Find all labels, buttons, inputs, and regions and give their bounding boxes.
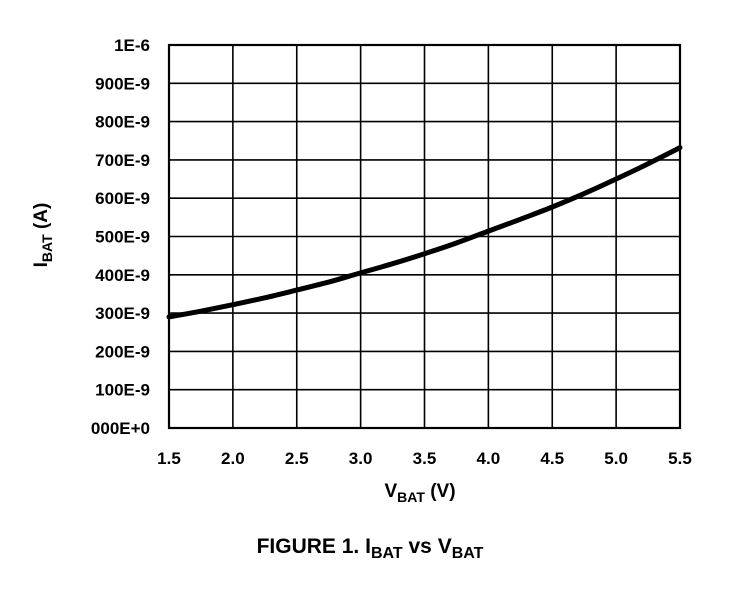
x-tick-label: 3.5 bbox=[413, 449, 437, 468]
y-tick-label: 200E-9 bbox=[95, 342, 150, 361]
x-tick-label: 2.0 bbox=[221, 449, 245, 468]
y-tick-label: 900E-9 bbox=[95, 74, 150, 93]
y-tick-label: 1E-6 bbox=[114, 36, 150, 55]
y-tick-label: 500E-9 bbox=[95, 228, 150, 247]
x-tick-label: 2.5 bbox=[285, 449, 309, 468]
x-tick-label: 5.5 bbox=[668, 449, 692, 468]
y-tick-label: 700E-9 bbox=[95, 151, 150, 170]
plot-frame bbox=[167, 43, 682, 430]
series-line bbox=[166, 145, 683, 320]
x-tick-label: 4.0 bbox=[477, 449, 501, 468]
figure-caption: FIGURE 1. IBAT vs VBAT bbox=[257, 535, 484, 562]
y-tick-label: 000E+0 bbox=[91, 419, 150, 438]
y-tick-label: 600E-9 bbox=[95, 189, 150, 208]
x-tick-label: 3.0 bbox=[349, 449, 373, 468]
x-tick-label: 5.0 bbox=[604, 449, 628, 468]
x-tick-label: 4.5 bbox=[540, 449, 564, 468]
y-axis-title: IBAT (A) bbox=[31, 203, 55, 268]
y-tick-label: 800E-9 bbox=[95, 113, 150, 132]
y-tick-label: 400E-9 bbox=[95, 266, 150, 285]
grid bbox=[169, 45, 680, 428]
x-axis-title: VBAT (V) bbox=[384, 481, 455, 505]
plot-border bbox=[167, 43, 682, 430]
x-tick-label: 1.5 bbox=[157, 449, 181, 468]
y-tick-label: 300E-9 bbox=[95, 304, 150, 323]
series-layer bbox=[166, 145, 683, 320]
x-tick-labels: 1.5 2.0 2.5 3.0 3.5 4.0 4.5 5.0 5.5 bbox=[157, 449, 692, 468]
y-tick-labels: 000E+0 100E-9 200E-9 300E-9 400E-9 500E-9 600E… bbox=[91, 36, 150, 438]
y-tick-label: 100E-9 bbox=[95, 381, 150, 400]
